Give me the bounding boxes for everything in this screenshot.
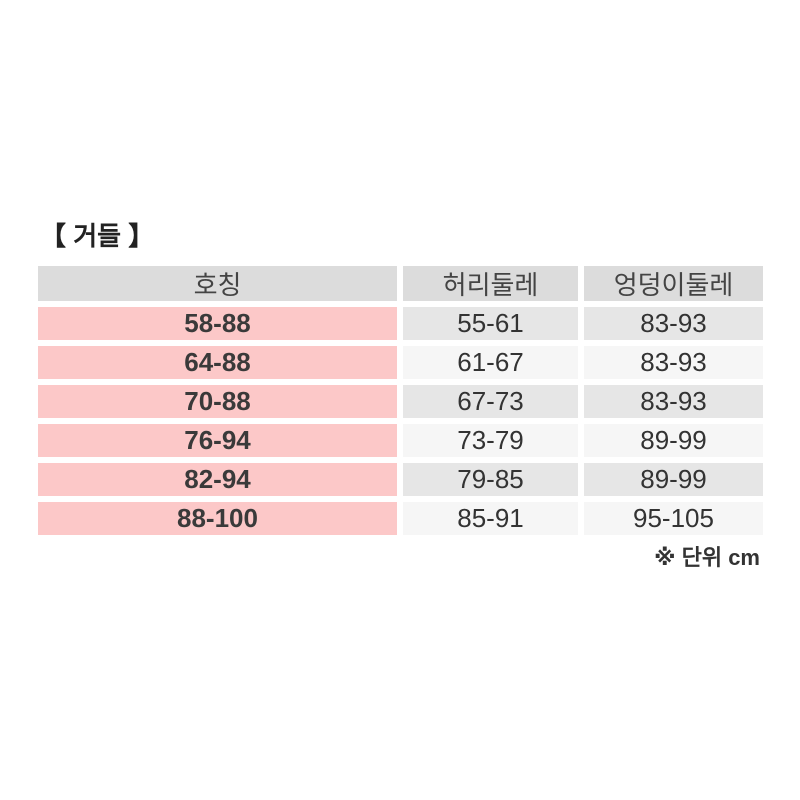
hip-cell: 83-93	[584, 346, 763, 379]
size-table: 호칭 허리둘레 엉덩이둘레 58-88 55-61 83-93 64-88 61-67 8…	[38, 266, 763, 541]
waist-cell: 61-67	[403, 346, 578, 379]
size-cell: 58-88	[38, 307, 397, 340]
waist-cell: 73-79	[403, 424, 578, 457]
page-title: 【 거들 】	[40, 221, 155, 251]
hip-cell: 89-99	[584, 424, 763, 457]
size-cell: 70-88	[38, 385, 397, 418]
hip-cell: 89-99	[584, 463, 763, 496]
table-row: 76-94 73-79 89-99	[38, 424, 763, 457]
size-cell: 88-100	[38, 502, 397, 535]
waist-cell: 85-91	[403, 502, 578, 535]
table-row: 88-100 85-91 95-105	[38, 502, 763, 535]
unit-note: ※ 단위 cm	[654, 545, 760, 570]
header-waist: 허리둘레	[403, 266, 578, 301]
table-header-row: 호칭 허리둘레 엉덩이둘레	[38, 266, 763, 301]
hip-cell: 83-93	[584, 307, 763, 340]
table-row: 64-88 61-67 83-93	[38, 346, 763, 379]
size-cell: 82-94	[38, 463, 397, 496]
table-row: 70-88 67-73 83-93	[38, 385, 763, 418]
hip-cell: 95-105	[584, 502, 763, 535]
waist-cell: 67-73	[403, 385, 578, 418]
header-hip: 엉덩이둘레	[584, 266, 763, 301]
size-cell: 76-94	[38, 424, 397, 457]
table-row: 58-88 55-61 83-93	[38, 307, 763, 340]
size-cell: 64-88	[38, 346, 397, 379]
header-size: 호칭	[38, 266, 397, 301]
waist-cell: 79-85	[403, 463, 578, 496]
waist-cell: 55-61	[403, 307, 578, 340]
table-row: 82-94 79-85 89-99	[38, 463, 763, 496]
hip-cell: 83-93	[584, 385, 763, 418]
